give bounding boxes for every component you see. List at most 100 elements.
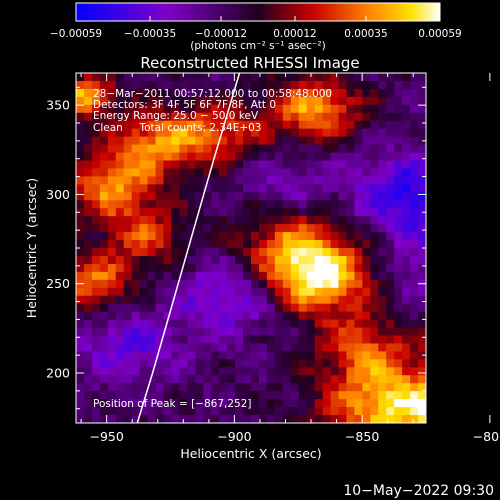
heatmap-cell	[99, 192, 109, 201]
heatmap-cell	[243, 391, 252, 400]
heatmap-cell	[394, 311, 403, 321]
heatmap-cell	[139, 128, 149, 138]
heatmap-cell	[91, 208, 101, 217]
heatmap-cell	[402, 248, 411, 257]
heatmap-cell	[306, 327, 316, 337]
heatmap-cell	[410, 319, 419, 329]
heatmap-cell	[394, 415, 403, 423]
heatmap-cell	[99, 335, 109, 345]
heatmap-cell	[322, 232, 332, 241]
heatmap-cell	[418, 80, 426, 90]
heatmap-cell	[179, 287, 188, 297]
heatmap-cell	[298, 96, 308, 106]
heatmap-cell	[322, 248, 332, 257]
heatmap-cell	[282, 311, 292, 321]
heatmap-cell	[258, 415, 268, 423]
heatmap-cell	[131, 375, 141, 384]
heatmap-cell	[123, 176, 133, 185]
heatmap-cell	[290, 168, 300, 177]
heatmap-cell	[282, 192, 292, 201]
heatmap-cell	[219, 176, 228, 185]
heatmap-cell	[219, 104, 228, 114]
heatmap-cell	[378, 73, 387, 82]
heatmap-cell	[386, 335, 395, 345]
heatmap-cell	[99, 383, 109, 392]
heatmap-cell	[91, 343, 101, 352]
heatmap-cell	[322, 176, 332, 185]
heatmap-cell	[338, 391, 348, 400]
heatmap-cell	[274, 80, 284, 90]
heatmap-cell	[83, 192, 93, 201]
heatmap-cell	[179, 248, 188, 257]
heatmap-cell	[163, 359, 173, 368]
heatmap-cell	[219, 311, 228, 321]
heatmap-cell	[346, 391, 355, 400]
heatmap-cell	[386, 255, 395, 265]
heatmap-cell	[394, 112, 403, 122]
heatmap-cell	[195, 295, 204, 305]
heatmap-cell	[274, 248, 284, 257]
heatmap-cell	[338, 335, 348, 345]
heatmap-cell	[306, 104, 316, 114]
heatmap-cell	[298, 136, 308, 146]
heatmap-cell	[83, 327, 93, 337]
heatmap-cell	[362, 319, 371, 329]
heatmap-cell	[115, 263, 125, 273]
heatmap-cell	[282, 271, 292, 281]
heatmap-cell	[386, 96, 395, 106]
heatmap-cell	[99, 399, 109, 408]
heatmap-cell	[99, 88, 109, 98]
heatmap-cell	[330, 391, 340, 400]
heatmap-cell	[266, 319, 276, 329]
heatmap-cell	[155, 80, 165, 90]
heatmap-cell	[258, 232, 268, 241]
heatmap-cell	[195, 399, 204, 408]
heatmap-cell	[187, 80, 196, 90]
heatmap-cell	[378, 136, 387, 146]
heatmap-cell	[147, 295, 157, 305]
heatmap-cell	[171, 311, 180, 321]
heatmap-cell	[266, 224, 276, 233]
heatmap-cell	[187, 303, 196, 313]
heatmap-cell	[314, 73, 324, 82]
heatmap-cell	[330, 303, 340, 313]
heatmap-cell	[155, 407, 165, 416]
heatmap-cell	[274, 144, 284, 154]
heatmap-cell	[338, 136, 348, 146]
heatmap-cell	[338, 407, 348, 416]
heatmap-cell	[203, 407, 212, 416]
heatmap-cell	[107, 168, 117, 177]
heatmap-cell	[378, 375, 387, 384]
heatmap-cell	[290, 351, 300, 360]
heatmap-cell	[235, 311, 244, 321]
heatmap-cell	[394, 232, 403, 241]
heatmap-cell	[306, 343, 316, 352]
heatmap-cell	[290, 263, 300, 273]
heatmap-cell	[282, 319, 292, 329]
heatmap-cell	[155, 271, 165, 281]
heatmap-cell	[418, 255, 426, 265]
heatmap-cell	[76, 367, 85, 376]
heatmap-cell	[203, 367, 212, 376]
heatmap-cell	[282, 351, 292, 360]
heatmap-cell	[91, 88, 101, 98]
heatmap-cell	[370, 407, 379, 416]
heatmap-cell	[266, 383, 276, 392]
heatmap-cell	[338, 271, 348, 281]
heatmap-cell	[219, 160, 228, 170]
heatmap-cell	[131, 367, 141, 376]
heatmap-cell	[76, 208, 85, 217]
heatmap-cell	[243, 263, 252, 273]
heatmap-cell	[227, 287, 236, 297]
heatmap-cell	[330, 144, 340, 154]
heatmap-cell	[282, 168, 292, 177]
heatmap-cell	[418, 287, 426, 297]
heatmap-cell	[258, 208, 268, 217]
heatmap-cell	[346, 279, 355, 289]
heatmap-cell	[243, 96, 252, 106]
heatmap-cell	[155, 335, 165, 345]
heatmap-cell	[171, 271, 180, 281]
heatmap-cell	[83, 367, 93, 376]
heatmap-cell	[378, 255, 387, 265]
heatmap-cell	[258, 240, 268, 249]
